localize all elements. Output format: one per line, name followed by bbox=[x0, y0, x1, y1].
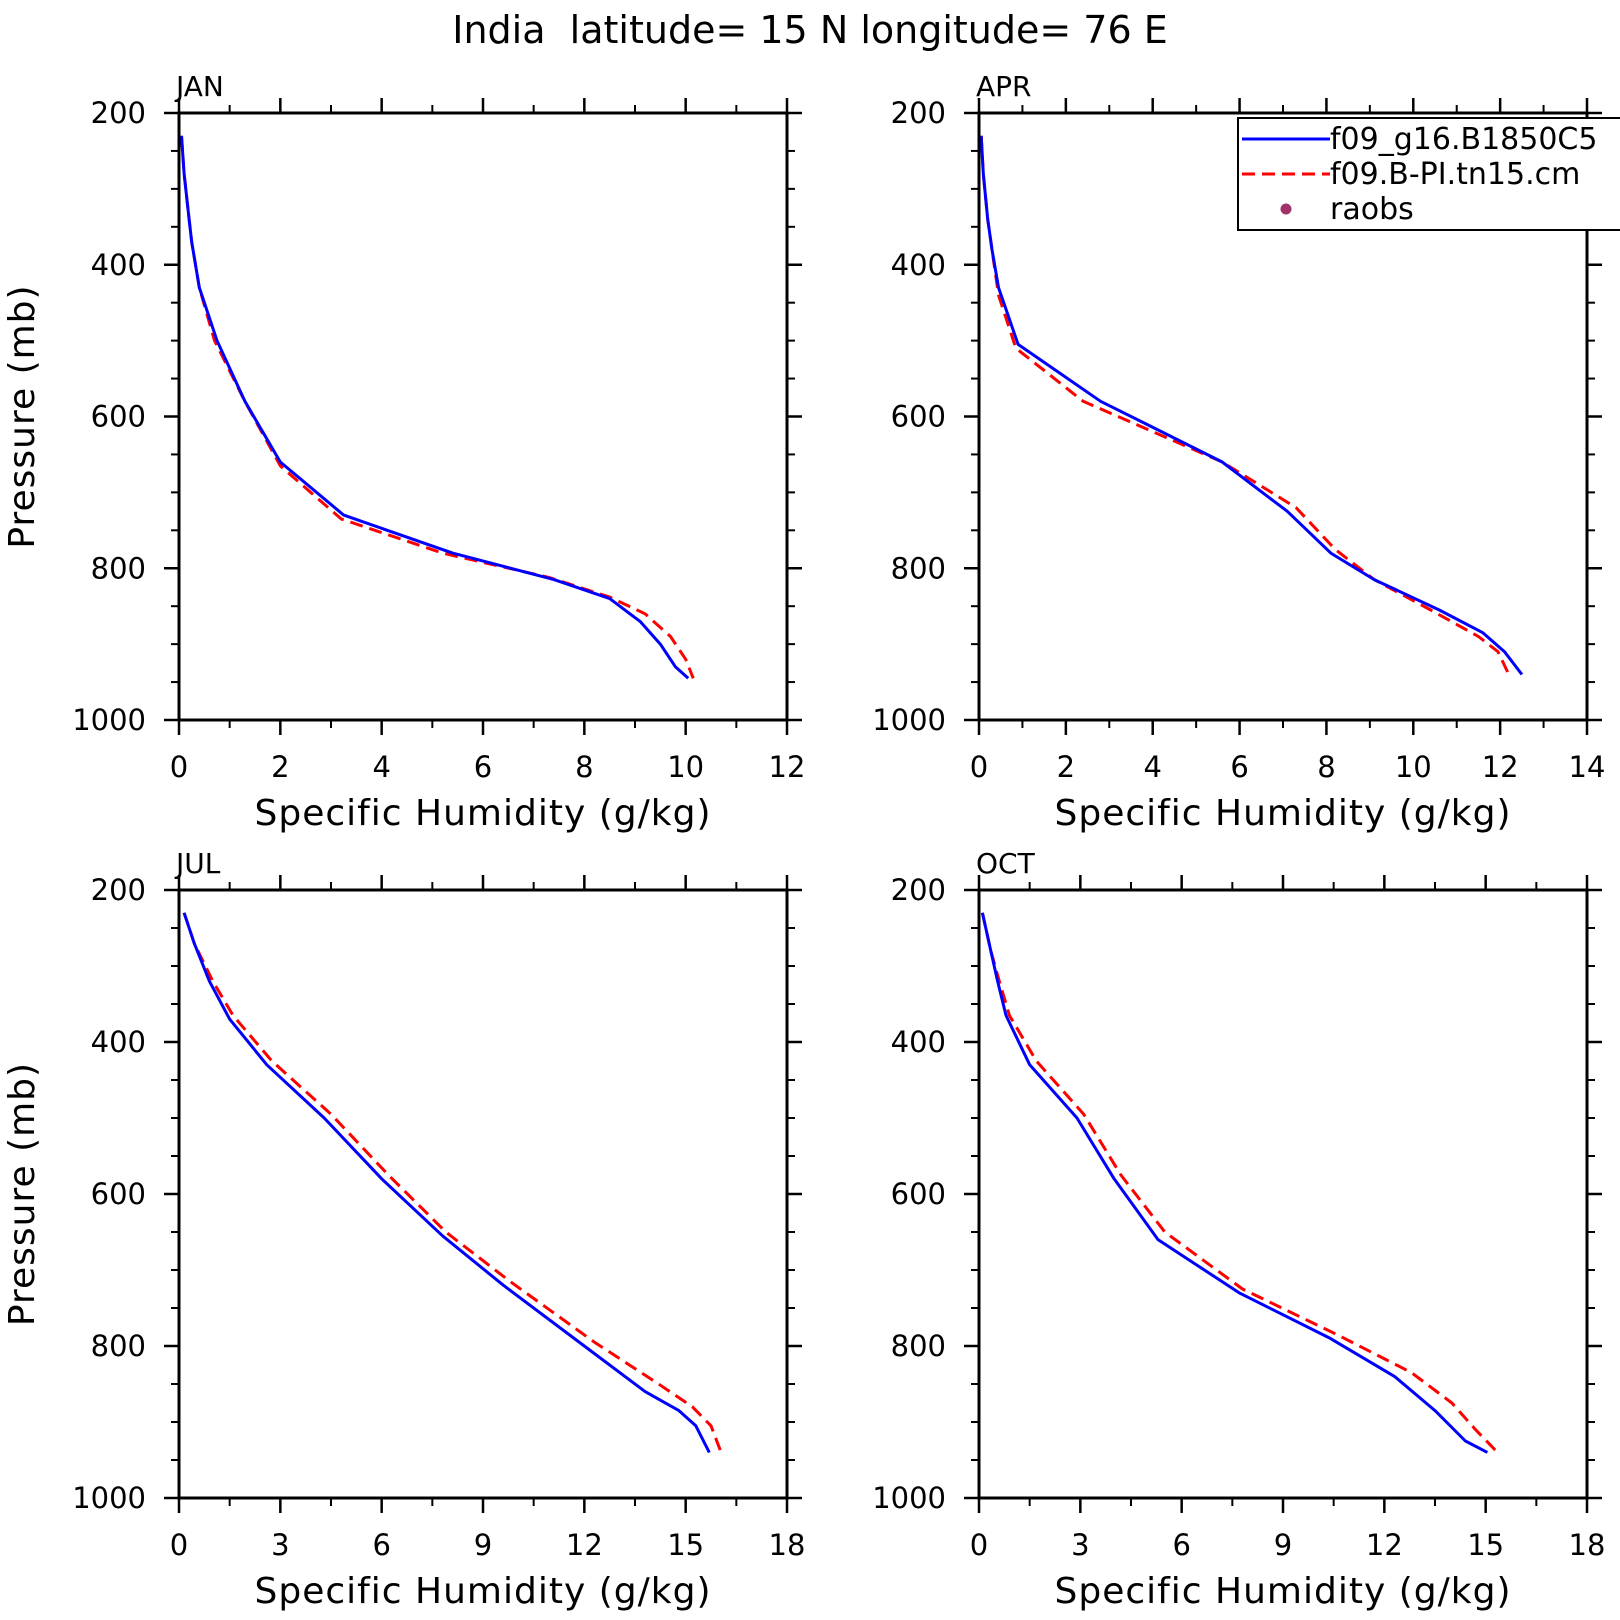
x-tick-label: 0 bbox=[970, 750, 988, 784]
y-tick-label: 600 bbox=[891, 400, 946, 434]
series-group bbox=[980, 912, 1499, 1454]
panel-jan: 0 2 4 6 8 10 12 200 400 600 800 1000 JAN Specific Hum… bbox=[2, 70, 805, 834]
legend-entry-3: raobs bbox=[1280, 192, 1414, 227]
legend-label: f09.B-PI.tn15.cm bbox=[1330, 157, 1580, 192]
x-tick-label: 0 bbox=[970, 1528, 988, 1562]
y-tick-label: 200 bbox=[891, 96, 946, 130]
x-tick-label: 10 bbox=[1395, 750, 1432, 784]
x-tick-label: 6 bbox=[1172, 1528, 1190, 1562]
y-tick-label: 400 bbox=[91, 1025, 146, 1059]
y-tick-label: 200 bbox=[91, 96, 146, 130]
x-tick-label: 8 bbox=[1317, 750, 1335, 784]
y-tick-label: 800 bbox=[91, 1329, 146, 1363]
x-tick-label: 4 bbox=[372, 750, 390, 784]
x-tick-label: 12 bbox=[1482, 750, 1519, 784]
panel-title: JAN bbox=[174, 70, 224, 103]
plot-frame bbox=[177, 888, 789, 1500]
y-axis-label: Pressure (mb) bbox=[2, 1062, 43, 1326]
x-tick-label: 6 bbox=[1230, 750, 1248, 784]
panel-apr: 0 2 4 6 8 10 12 14 200 400 600 800 1000 APR Specific H… bbox=[872, 70, 1605, 834]
panel-title: JUL bbox=[174, 847, 221, 880]
series-line-solid bbox=[979, 135, 1524, 676]
x-tick-label: 10 bbox=[667, 750, 704, 784]
series-group bbox=[979, 135, 1524, 676]
y-tick-label: 600 bbox=[91, 1177, 146, 1211]
y-tick-label: 400 bbox=[91, 248, 146, 282]
x-tick-label: 4 bbox=[1143, 750, 1161, 784]
x-tick-label: 6 bbox=[372, 1528, 390, 1562]
legend-marker-dot bbox=[1280, 203, 1292, 215]
panel-oct: 0 3 6 9 12 15 18 200 400 600 800 1000 OCT Specific Hu… bbox=[872, 847, 1605, 1612]
plot-frame bbox=[977, 111, 1589, 722]
x-axis-label: Specific Humidity (g/kg) bbox=[1054, 1571, 1511, 1612]
x-tick-label: 8 bbox=[575, 750, 593, 784]
x-tick-label: 12 bbox=[1366, 1528, 1403, 1562]
y-tick-label: 800 bbox=[91, 551, 146, 585]
y-tick-label: 1000 bbox=[872, 703, 946, 737]
x-tick-label: 12 bbox=[566, 1528, 603, 1562]
y-tick-label: 200 bbox=[891, 873, 946, 907]
x-tick-label: 6 bbox=[474, 750, 492, 784]
y-tick-label: 800 bbox=[891, 1329, 946, 1363]
legend-entry-2: f09.B-PI.tn15.cm bbox=[1242, 157, 1580, 192]
x-tick-label: 3 bbox=[271, 1528, 289, 1562]
x-tick-label: 3 bbox=[1071, 1528, 1089, 1562]
x-tick-label: 9 bbox=[474, 1528, 492, 1562]
x-tick-label: 12 bbox=[769, 750, 806, 784]
x-tick-label: 2 bbox=[271, 750, 289, 784]
x-tick-label: 15 bbox=[1467, 1528, 1504, 1562]
figure-title: India latitude= 15 N longitude= 76 E bbox=[452, 8, 1167, 52]
panel-title: APR bbox=[976, 70, 1032, 103]
x-axis-label: Specific Humidity (g/kg) bbox=[254, 1571, 711, 1612]
series-line-dashed bbox=[182, 912, 723, 1453]
x-tick-label: 18 bbox=[769, 1528, 806, 1562]
series-group bbox=[182, 912, 723, 1454]
x-tick-label: 18 bbox=[1569, 1528, 1606, 1562]
series-line-solid bbox=[980, 912, 1489, 1454]
series-line-dashed bbox=[979, 135, 1511, 676]
x-tick-label: 15 bbox=[667, 1528, 704, 1562]
y-tick-label: 400 bbox=[891, 1025, 946, 1059]
y-tick-label: 600 bbox=[91, 400, 146, 434]
x-tick-label: 9 bbox=[1274, 1528, 1292, 1562]
x-axis-label: Specific Humidity (g/kg) bbox=[1054, 793, 1511, 834]
y-axis-label: Pressure (mb) bbox=[2, 284, 43, 548]
series-group bbox=[180, 135, 695, 680]
panel-title: OCT bbox=[976, 847, 1036, 880]
y-tick-label: 600 bbox=[891, 1177, 946, 1211]
series-line-dashed bbox=[180, 135, 695, 679]
x-tick-label: 0 bbox=[170, 750, 188, 784]
y-tick-label: 800 bbox=[891, 551, 946, 585]
y-tick-label: 1000 bbox=[72, 1481, 146, 1515]
y-tick-label: 400 bbox=[891, 248, 946, 282]
series-line-solid bbox=[180, 135, 690, 680]
y-tick-label: 1000 bbox=[872, 1481, 946, 1515]
legend-box bbox=[1237, 117, 1620, 231]
x-axis-label: Specific Humidity (g/kg) bbox=[254, 793, 711, 834]
legend-entry-1: f09_g16.B1850C5 bbox=[1242, 122, 1597, 157]
x-tick-label: 14 bbox=[1569, 750, 1606, 784]
series-line-solid bbox=[182, 912, 711, 1454]
y-tick-label: 1000 bbox=[72, 703, 146, 737]
series-line-dashed bbox=[980, 912, 1499, 1454]
y-tick-label: 200 bbox=[91, 873, 146, 907]
plot-frame bbox=[177, 111, 789, 722]
plot-frame bbox=[977, 888, 1589, 1500]
legend-label: f09_g16.B1850C5 bbox=[1330, 122, 1597, 157]
x-tick-label: 2 bbox=[1057, 750, 1075, 784]
legend-label: raobs bbox=[1330, 192, 1414, 227]
x-tick-label: 0 bbox=[170, 1528, 188, 1562]
panel-jul: 0 3 6 9 12 15 18 200 400 600 800 1000 JUL Specific Hu… bbox=[2, 847, 805, 1612]
